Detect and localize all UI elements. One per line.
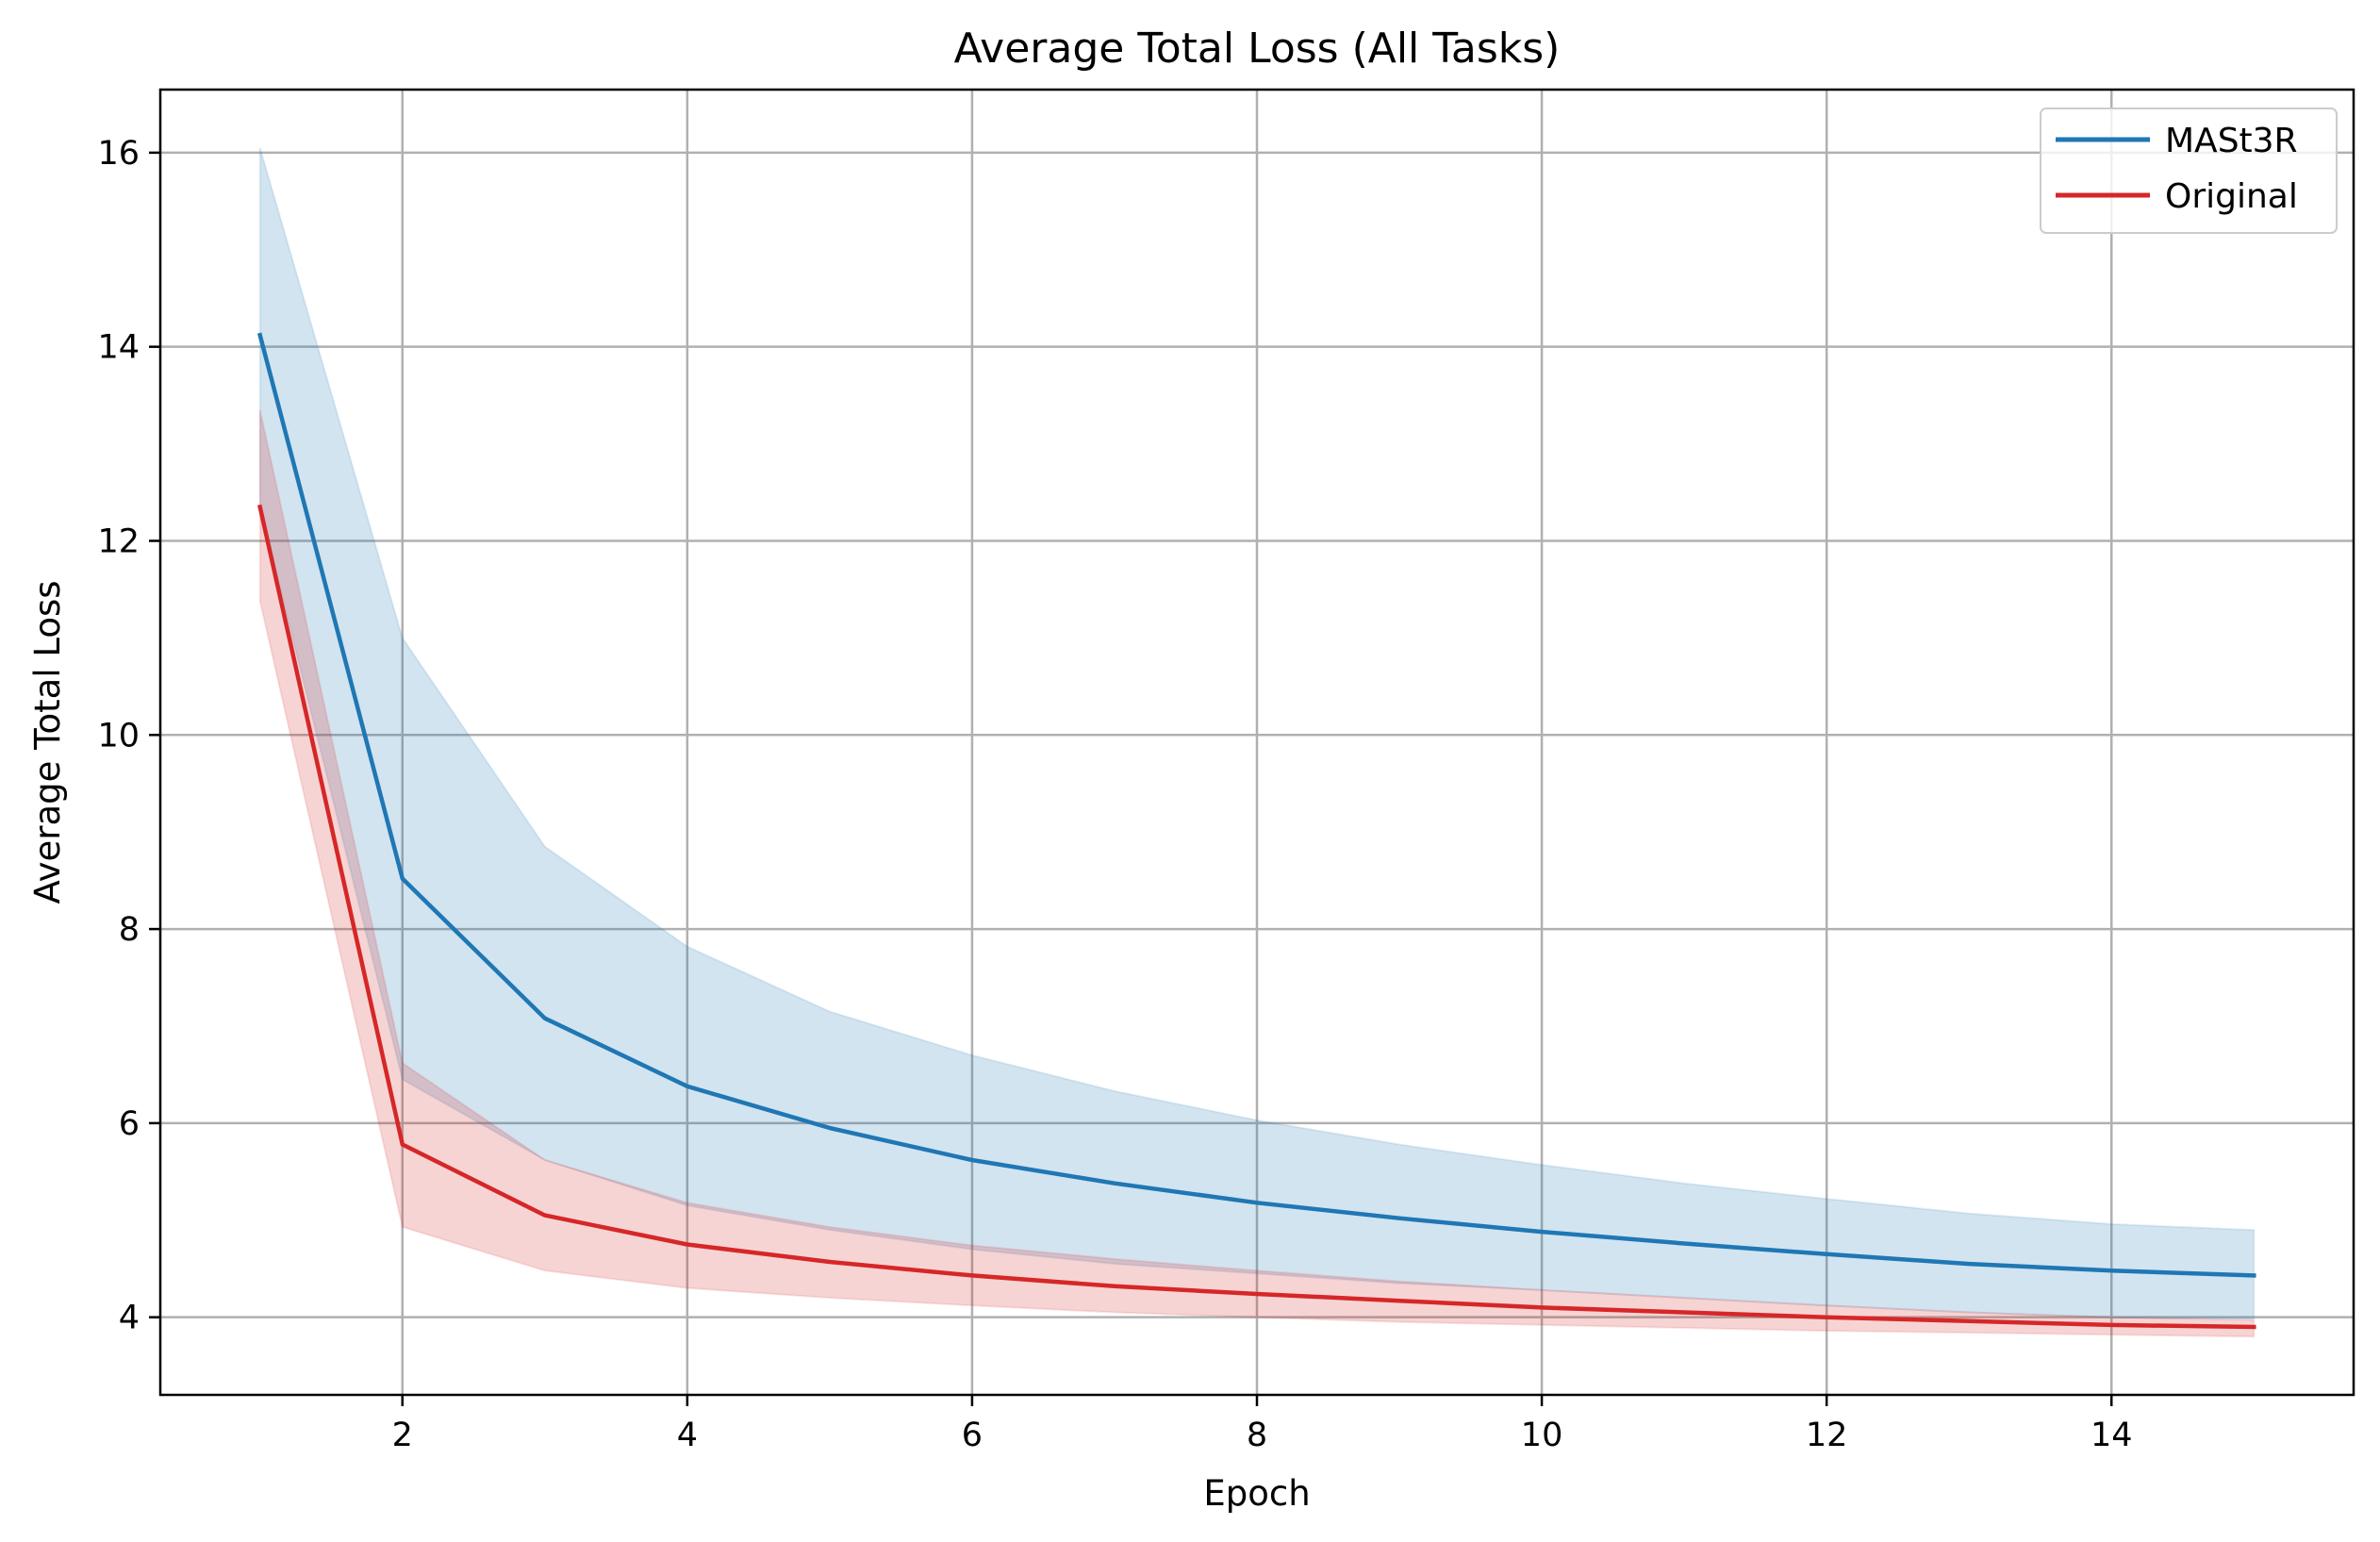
y-axis-ticks: 4 6 8 10 12 14 16 [97, 135, 160, 1337]
x-axis-ticks: 2 4 6 8 10 12 14 [392, 1395, 2133, 1454]
x-tick-label: 10 [1521, 1417, 1563, 1454]
x-tick-label: 6 [962, 1417, 983, 1454]
legend-label-mast3r: MASt3R [2165, 122, 2298, 160]
y-tick-label: 4 [119, 1300, 140, 1337]
x-tick-label: 12 [1806, 1417, 1848, 1454]
y-tick-label: 6 [119, 1105, 140, 1143]
band-original [258, 409, 2256, 1338]
x-tick-label: 4 [677, 1417, 698, 1454]
legend-label-original: Original [2165, 177, 2298, 216]
legend: MASt3R Original [2040, 108, 2338, 234]
x-tick-label: 2 [392, 1417, 413, 1454]
y-tick-label: 8 [119, 911, 140, 949]
y-tick-label: 10 [97, 717, 140, 754]
y-tick-label: 14 [97, 329, 140, 367]
x-tick-label: 8 [1247, 1417, 1267, 1454]
series-lines [256, 332, 2256, 1330]
y-axis-label: Average Total Loss [27, 580, 68, 904]
band-mast3r [258, 147, 2256, 1320]
y-tick-label: 12 [97, 522, 140, 560]
x-tick-label: 14 [2091, 1417, 2133, 1454]
confidence-bands [258, 147, 2256, 1338]
chart-title: Average Total Loss (All Tasks) [954, 25, 1561, 73]
x-axis-label: Epoch [1203, 1473, 1310, 1514]
series-line-mast3r [256, 332, 2256, 1278]
series-line-original [257, 504, 2256, 1330]
grid-lines [160, 90, 2354, 1395]
y-tick-label: 16 [97, 135, 140, 173]
